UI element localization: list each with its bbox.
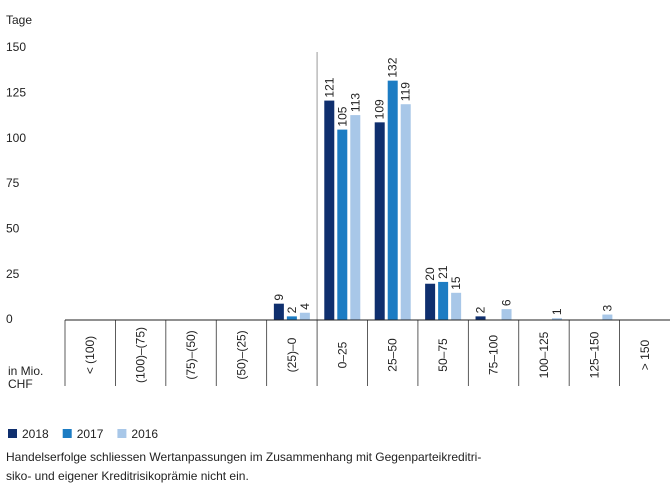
legend-swatch xyxy=(62,429,72,438)
y-tick-label: 75 xyxy=(6,176,20,190)
x-tick-label: 25–50 xyxy=(386,338,400,372)
bar xyxy=(475,316,486,320)
legend-label: 2018 xyxy=(22,427,49,441)
data-label: 9 xyxy=(272,294,286,301)
x-tick-label: < (100) xyxy=(83,336,97,374)
data-label: 2 xyxy=(285,306,299,313)
y-tick-label: 150 xyxy=(6,40,26,54)
x-tick-label: (25)–0 xyxy=(285,337,299,372)
bar xyxy=(350,115,361,321)
bar xyxy=(324,100,335,320)
x-tick-label: (50)–(25) xyxy=(234,330,248,379)
y-axis-label: Tage xyxy=(6,13,32,27)
data-label: 4 xyxy=(298,303,312,310)
bar xyxy=(400,104,411,320)
bar xyxy=(337,129,348,320)
x-axis-label: in Mio. CHF xyxy=(8,364,43,391)
data-label: 3 xyxy=(600,305,614,312)
footnote: Handelserfolge schliessen Wertanpassunge… xyxy=(6,450,481,464)
data-label: 132 xyxy=(386,57,400,77)
data-label: 20 xyxy=(423,267,437,281)
bar xyxy=(551,318,562,320)
x-tick-label: > 150 xyxy=(638,339,652,370)
data-label: 6 xyxy=(500,299,514,306)
legend-swatch xyxy=(117,429,127,438)
bar xyxy=(374,122,385,320)
data-label: 2 xyxy=(474,306,488,313)
x-tick-label: 100–125 xyxy=(537,331,551,378)
data-label: 1 xyxy=(550,308,564,315)
data-label: 21 xyxy=(436,265,450,279)
legend-label: 2016 xyxy=(131,427,158,441)
data-label: 113 xyxy=(348,93,362,112)
data-label: 121 xyxy=(322,77,336,97)
legend-label: 2017 xyxy=(77,427,104,441)
data-label: 15 xyxy=(449,276,463,290)
data-label: 105 xyxy=(335,106,349,126)
footnote: siko- und eigener Kreditrisikoprämie nic… xyxy=(6,469,249,483)
y-tick-label: 50 xyxy=(6,222,20,236)
data-label: 119 xyxy=(399,82,413,101)
bar xyxy=(387,80,398,320)
x-tick-label: (100)–(75) xyxy=(134,327,148,383)
y-tick-label: 100 xyxy=(6,131,26,145)
x-tick-label: 75–100 xyxy=(487,335,501,375)
legend-swatch xyxy=(8,429,17,438)
bar xyxy=(451,292,462,320)
bar xyxy=(438,281,449,320)
x-tick-label: 0–25 xyxy=(335,341,349,368)
bar xyxy=(299,312,310,320)
x-tick-label: (75)–(50) xyxy=(184,330,198,379)
bar xyxy=(425,283,436,320)
x-tick-label: 50–75 xyxy=(436,338,450,372)
bar xyxy=(286,316,297,320)
x-tick-label: 125–150 xyxy=(587,331,601,378)
data-label: 109 xyxy=(373,99,387,119)
bar xyxy=(602,314,613,320)
y-tick-label: 25 xyxy=(6,267,20,281)
bar xyxy=(501,309,512,320)
y-tick-label: 125 xyxy=(6,86,26,100)
y-tick-label: 0 xyxy=(6,312,13,326)
bar xyxy=(273,303,284,320)
